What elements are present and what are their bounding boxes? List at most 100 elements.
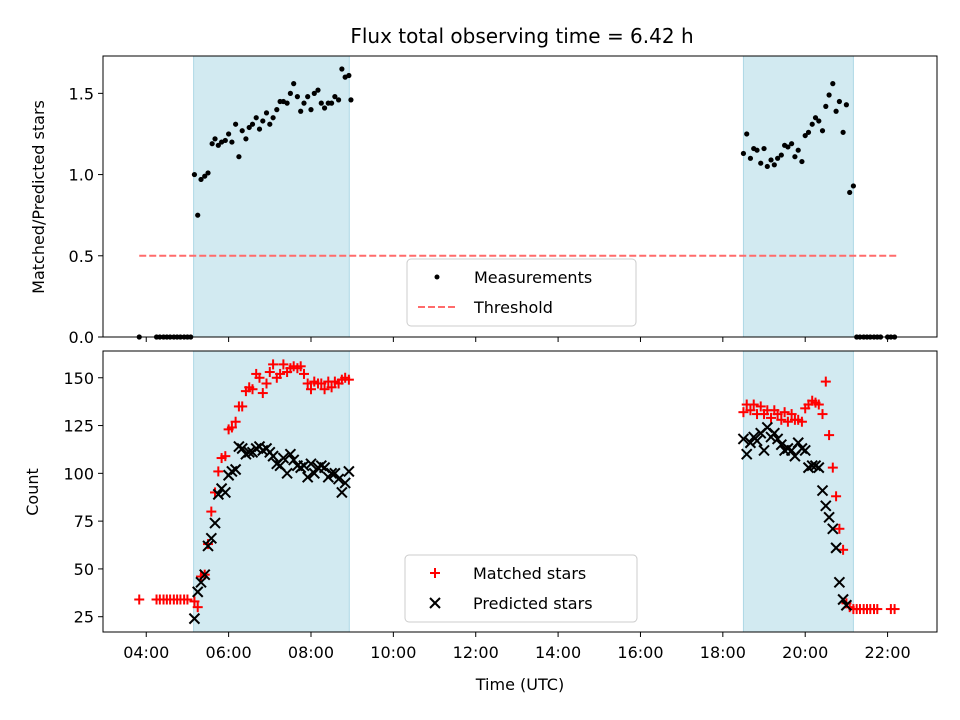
predicted-star-point xyxy=(771,433,784,445)
predicted-star-point xyxy=(775,438,788,451)
legend-measurements-marker xyxy=(434,274,440,280)
measurement-point xyxy=(812,115,819,121)
matched-star-point xyxy=(264,367,275,378)
x-tick-label: 14:00 xyxy=(535,643,581,662)
y-tick-label: 100 xyxy=(63,464,94,483)
matched-star-point xyxy=(302,378,313,389)
x-tick-label: 08:00 xyxy=(288,643,334,662)
top-x-tick-marks xyxy=(145,337,889,342)
shaded-interval-2 xyxy=(742,350,854,633)
shaded-interval-1 xyxy=(193,55,350,338)
predicted-stars-points xyxy=(188,421,853,625)
measurement-point xyxy=(840,129,846,135)
predicted-star-point xyxy=(823,511,835,524)
measurement-point xyxy=(311,90,317,96)
predicted-star-point xyxy=(751,435,763,447)
matched-star-point xyxy=(831,491,842,502)
measurement-point xyxy=(771,162,777,168)
legend-predicted-marker xyxy=(429,597,441,609)
bottom-y-axis-label: Count xyxy=(23,468,42,516)
measurement-point xyxy=(744,131,750,137)
measurement-point xyxy=(740,150,747,157)
predicted-star-point xyxy=(202,540,214,552)
measurement-point xyxy=(332,94,338,100)
predicted-star-point xyxy=(236,442,248,455)
predicted-star-point xyxy=(219,486,232,499)
matched-star-point xyxy=(182,594,193,605)
y-tick-label: 0.0 xyxy=(69,328,94,347)
predicted-star-point xyxy=(339,477,351,489)
matched-star-point xyxy=(213,466,224,477)
measurement-point xyxy=(246,124,252,131)
matched-star-point xyxy=(254,372,265,383)
matched-star-point xyxy=(247,384,258,395)
predicted-star-point xyxy=(199,568,211,581)
top-plot-frame xyxy=(102,55,938,338)
measurement-point xyxy=(305,94,311,100)
measurement-point xyxy=(826,92,832,98)
x-tick-label: 20:00 xyxy=(782,643,828,662)
measurement-point xyxy=(847,189,853,196)
top-legend: Measurements Threshold xyxy=(406,258,637,327)
predicted-star-point xyxy=(332,473,345,485)
bottom-x-ticks: 04:00 06:00 08:00 10:00 12:00 14:00 16:00 18:00… xyxy=(123,632,911,662)
matched-star-point xyxy=(776,414,787,425)
predicted-star-point xyxy=(243,446,255,459)
measurement-point xyxy=(339,66,345,72)
predicted-star-point xyxy=(298,459,310,472)
measurement-point xyxy=(236,154,242,160)
measurement-point xyxy=(209,141,215,147)
measurement-point xyxy=(809,121,815,127)
matched-star-point xyxy=(220,451,231,462)
x-tick-label: 10:00 xyxy=(370,643,416,662)
measurement-point xyxy=(850,183,856,189)
bottom-panel: 25 50 75 100 125 150 04:00 06:00 08:00 10:00 12:0… xyxy=(23,350,938,694)
measurement-point xyxy=(321,105,328,111)
matched-star-point xyxy=(319,384,330,395)
predicted-star-point xyxy=(343,465,355,478)
measurement-point xyxy=(778,152,784,158)
measurement-point xyxy=(348,97,354,103)
matched-star-point xyxy=(772,409,783,420)
measurement-point xyxy=(785,144,791,150)
measurement-point xyxy=(761,145,767,152)
measurement-point xyxy=(253,115,259,121)
predicted-star-point xyxy=(833,576,846,589)
top-legend-box xyxy=(406,258,637,327)
measurement-point xyxy=(260,118,266,124)
measurement-point xyxy=(754,147,760,153)
x-tick-label: 16:00 xyxy=(617,643,663,662)
matched-star-point xyxy=(295,361,306,372)
matched-star-point xyxy=(237,401,248,412)
predicted-star-point xyxy=(820,500,832,512)
measurement-point xyxy=(233,121,239,127)
top-y-axis-label: Matched/Predicted stars xyxy=(29,100,48,294)
matched-star-point xyxy=(275,368,286,379)
x-tick-label: 22:00 xyxy=(865,643,911,662)
chart-title: Flux total observing time = 6.42 h xyxy=(350,24,693,48)
predicted-star-point xyxy=(744,437,757,449)
measurement-point xyxy=(212,136,218,142)
measurement-point xyxy=(768,157,774,163)
matched-star-point xyxy=(834,523,845,534)
x-axis-label: Time (UTC) xyxy=(475,675,564,694)
matched-star-point xyxy=(748,399,759,410)
y-tick-label: 25 xyxy=(74,608,94,627)
matched-star-point xyxy=(298,368,309,379)
matched-star-point xyxy=(226,422,237,433)
measurement-point xyxy=(287,90,293,96)
matched-star-point xyxy=(192,602,203,613)
predicted-star-point xyxy=(813,461,825,474)
measurement-point xyxy=(243,136,249,142)
predicted-star-point xyxy=(816,484,829,497)
legend-predicted-label: Predicted stars xyxy=(473,594,593,613)
measurement-point xyxy=(195,212,201,218)
measurement-point xyxy=(215,142,221,148)
matched-star-point xyxy=(134,594,145,605)
x-tick-label: 12:00 xyxy=(453,643,499,662)
predicted-star-point xyxy=(329,467,341,480)
matched-star-point xyxy=(786,409,797,420)
predicted-star-point xyxy=(827,523,839,535)
measurement-point xyxy=(291,81,297,87)
measurement-point xyxy=(301,100,307,106)
